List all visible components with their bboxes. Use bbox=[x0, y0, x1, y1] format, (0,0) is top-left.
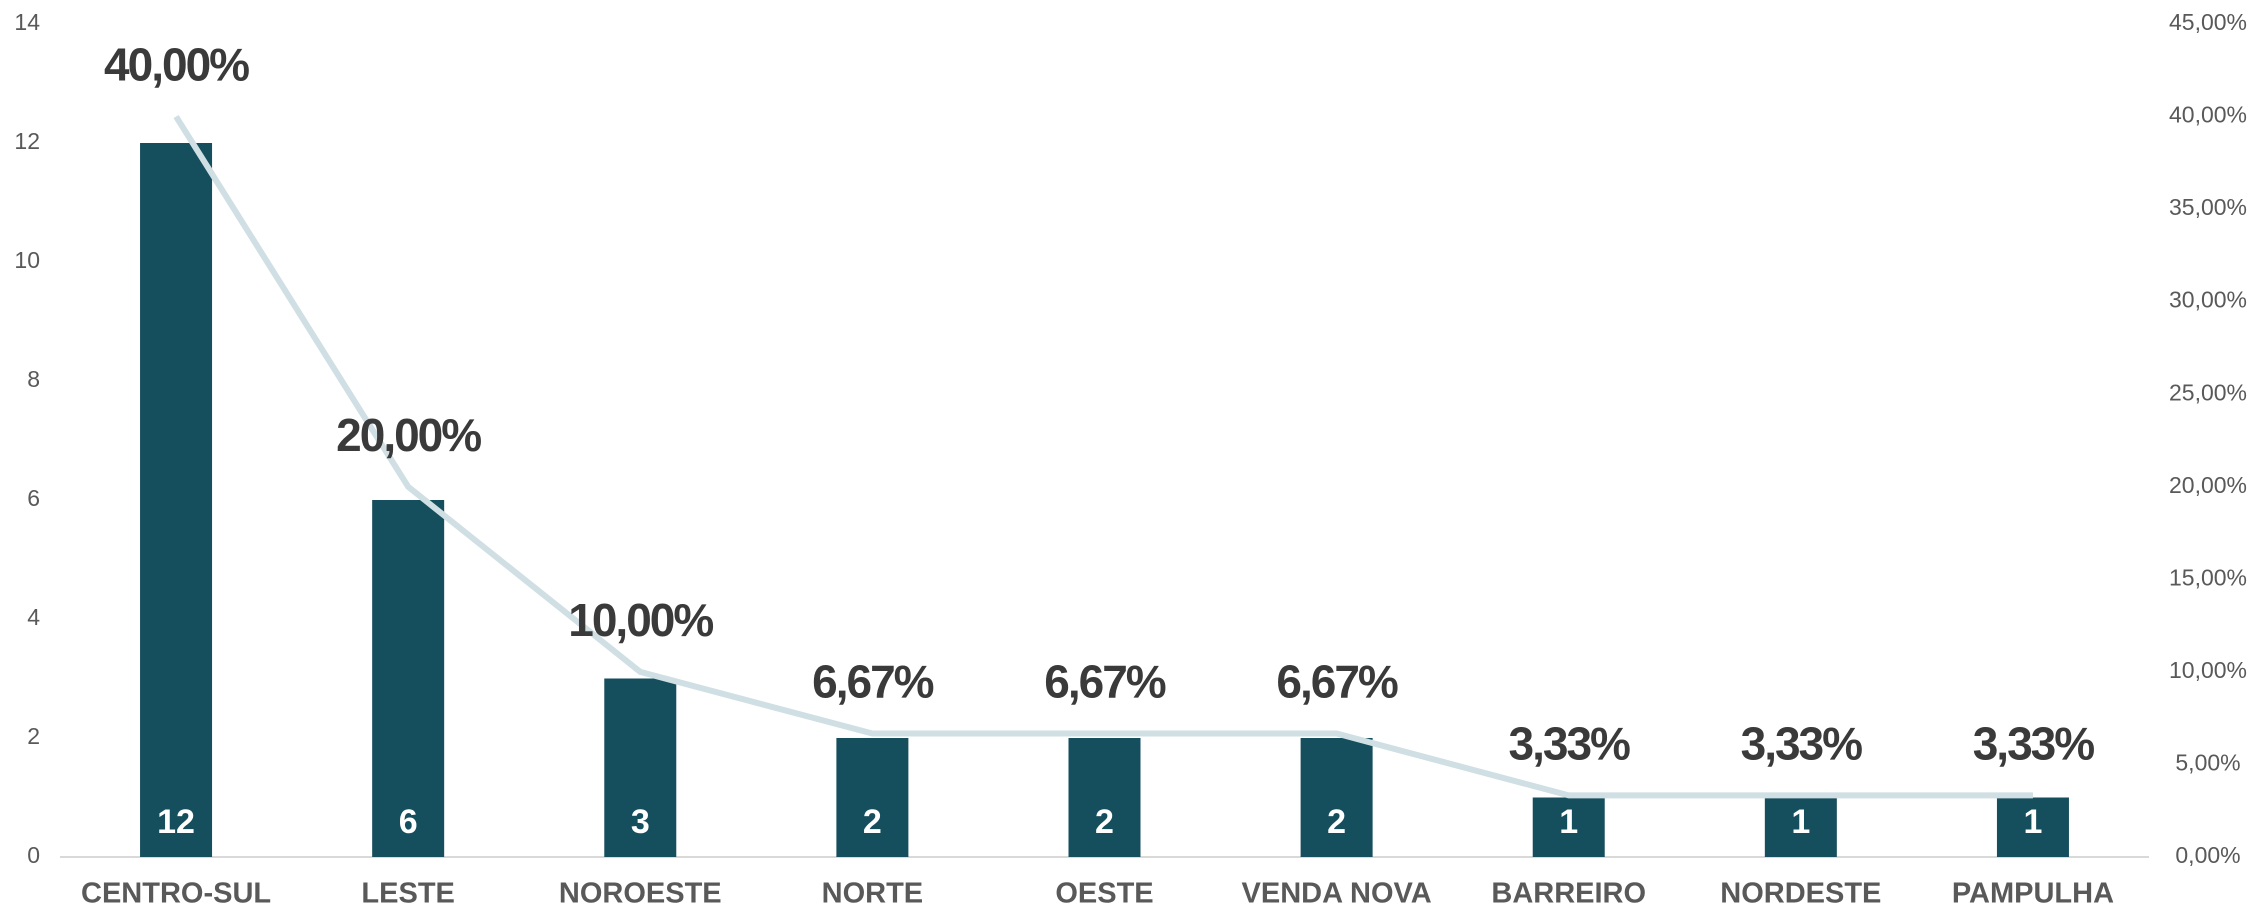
bar bbox=[140, 143, 213, 857]
y-tick-label: 10 bbox=[14, 247, 40, 273]
y2-tick-label: 0,00% bbox=[2175, 842, 2240, 868]
y-tick-label: 14 bbox=[14, 9, 40, 35]
y-tick-label: 6 bbox=[27, 485, 40, 511]
x-tick-label: CENTRO-SUL bbox=[81, 878, 271, 910]
line-label: 10,00% bbox=[568, 594, 713, 646]
y2-tick-label: 20,00% bbox=[2169, 472, 2247, 498]
bar bbox=[1300, 738, 1373, 857]
y2-tick-label: 45,00% bbox=[2169, 9, 2247, 35]
line-label: 3,33% bbox=[1509, 718, 1631, 770]
y-tick-label: 2 bbox=[27, 723, 40, 749]
bar-label: 6 bbox=[399, 803, 418, 841]
bar bbox=[604, 678, 677, 857]
bar bbox=[1068, 738, 1141, 857]
x-tick-label: LESTE bbox=[361, 878, 454, 910]
bar-label: 1 bbox=[1791, 803, 1810, 841]
bar bbox=[836, 738, 909, 857]
y-tick-label: 4 bbox=[27, 604, 40, 630]
bar bbox=[1996, 797, 2069, 857]
y2-tick-label: 40,00% bbox=[2169, 102, 2247, 128]
bar-label: 2 bbox=[1327, 803, 1346, 841]
x-tick-label: NOROESTE bbox=[559, 878, 722, 910]
y2-tick-label: 25,00% bbox=[2169, 379, 2247, 405]
y-tick-label: 8 bbox=[27, 366, 40, 392]
bar bbox=[372, 500, 445, 857]
line-label: 20,00% bbox=[336, 409, 481, 461]
y2-tick-label: 35,00% bbox=[2169, 194, 2247, 220]
bar-label: 2 bbox=[1095, 803, 1114, 841]
bar-label: 1 bbox=[1559, 803, 1578, 841]
y2-tick-label: 10,00% bbox=[2169, 657, 2247, 683]
y-tick-label: 0 bbox=[27, 842, 40, 868]
bar-label: 2 bbox=[863, 803, 882, 841]
line-label: 40,00% bbox=[104, 39, 249, 91]
line-label: 6,67% bbox=[812, 656, 934, 708]
x-tick-label: PAMPULHA bbox=[1952, 878, 2114, 910]
y-tick-label: 12 bbox=[14, 128, 40, 154]
x-tick-label: OESTE bbox=[1055, 878, 1153, 910]
y2-tick-label: 30,00% bbox=[2169, 287, 2247, 313]
x-tick-label: BARREIRO bbox=[1491, 878, 1646, 910]
line bbox=[173, 114, 2033, 799]
y2-tick-label: 5,00% bbox=[2175, 750, 2240, 776]
line-label: 3,33% bbox=[1741, 718, 1863, 770]
x-tick-label: VENDA NOVA bbox=[1242, 878, 1432, 910]
y2-tick-label: 15,00% bbox=[2169, 564, 2247, 590]
line-label: 6,67% bbox=[1044, 656, 1166, 708]
bar bbox=[1764, 797, 1837, 857]
line-label: 6,67% bbox=[1276, 656, 1398, 708]
bar-label: 3 bbox=[631, 803, 650, 841]
bar-label: 12 bbox=[157, 803, 195, 841]
bar bbox=[1532, 797, 1605, 857]
x-tick-label: NORTE bbox=[822, 878, 924, 910]
x-tick-label: NORDESTE bbox=[1720, 878, 1881, 910]
bar-label: 1 bbox=[2023, 803, 2042, 841]
line-label: 3,33% bbox=[1973, 718, 2095, 770]
